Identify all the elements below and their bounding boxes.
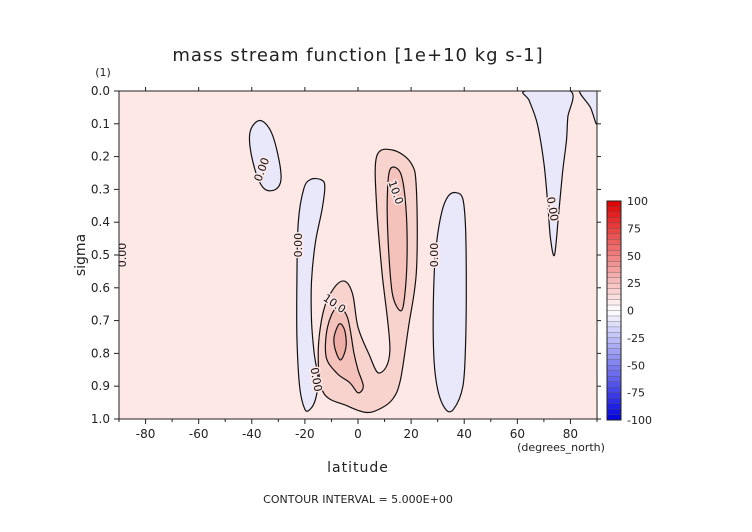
contour-region-neg-cell-70n — [522, 91, 574, 257]
x-tick-label: 40 — [457, 427, 472, 441]
colorbar-tick-label: -50 — [627, 359, 645, 372]
colorbar-segment — [606, 414, 622, 421]
colorbar-segment — [606, 408, 622, 415]
y-tick-label: 0.5 — [91, 248, 110, 262]
colorbar-segment — [606, 370, 622, 377]
colorbar-segment — [606, 277, 622, 284]
colorbar-segment — [606, 397, 622, 405]
colorbar-segment — [606, 271, 622, 279]
contour-region-neg-cell-nh40s-upper — [248, 119, 282, 192]
y-tick-label: 1.0 — [91, 412, 110, 426]
colorbar-segment — [606, 282, 622, 290]
x-tick-label: 60 — [510, 427, 525, 441]
x-tick-label: -60 — [189, 427, 209, 441]
contour-region-neg-cell-40n — [432, 191, 467, 413]
x-axis-label: latitude — [327, 460, 389, 476]
axes: -80 -60 -40 -20 0 20 40 60 80 0.0 0.1 0.2 0.3 0.4 0.5 0… — [91, 84, 601, 441]
colorbar-segment — [606, 315, 622, 322]
y-tick-label: 0.0 — [91, 84, 110, 98]
x-tick-label: 20 — [403, 427, 418, 441]
y-tick-label: 0.1 — [91, 117, 110, 131]
colorbar-segment — [606, 321, 622, 328]
x-tick-label: -80 — [136, 427, 156, 441]
colorbar-segment — [606, 211, 622, 218]
colorbar-tick-label: 0 — [627, 305, 634, 318]
colorbar-segment — [606, 310, 622, 317]
colorbar-segment — [606, 403, 622, 410]
colorbar-segment — [606, 337, 622, 344]
colorbar-tick-label: -75 — [627, 387, 645, 400]
colorbar-segment — [606, 233, 622, 240]
colorbar-segment — [606, 239, 622, 246]
colorbar-segment — [606, 222, 622, 229]
y-axis-units: (1) — [95, 66, 111, 79]
colorbar-segment — [606, 299, 622, 306]
contour-region-pos-cell-upper-10 — [386, 166, 408, 312]
contour-region-neg-cell-20s — [296, 177, 326, 412]
contour-region-neg-cell-90n-edge — [579, 91, 597, 125]
colorbar-segment — [606, 244, 622, 251]
colorbar-frame — [606, 200, 622, 421]
colorbar: 100 75 50 25 0 -25 -50 -75 -100 — [606, 195, 652, 427]
y-tick-label: 0.3 — [91, 182, 110, 196]
x-tick-label: 0 — [354, 427, 362, 441]
colorbar-tick-label: 25 — [627, 277, 641, 290]
colorbar-segment — [606, 293, 622, 301]
contour-label: 0.00 — [292, 233, 305, 258]
contour-label: 0.00 — [116, 243, 129, 268]
x-tick-label: 80 — [563, 427, 578, 441]
y-tick-label: 0.6 — [91, 281, 110, 295]
contour-label: 0.00 — [544, 196, 561, 222]
y-tick-label: 0.7 — [91, 314, 110, 328]
colorbar-segment — [606, 332, 622, 339]
y-axis-label: sigma — [73, 234, 89, 276]
colorbar-segment — [606, 365, 622, 372]
colorbar-segment — [606, 343, 622, 350]
y-tick-label: 0.9 — [91, 379, 110, 393]
y-tick-label: 0.4 — [91, 215, 110, 229]
colorbar-segment — [606, 217, 622, 224]
colorbar-segment — [606, 392, 622, 399]
x-tick-label: -40 — [242, 427, 262, 441]
colorbar-tick-label: 100 — [627, 195, 648, 208]
contour-label: 0.00 — [428, 243, 441, 268]
contour-label: 0.00 — [307, 366, 324, 392]
colorbar-tick-label: 75 — [627, 222, 641, 235]
colorbar-segment — [606, 206, 622, 213]
contour-region-pos-cell-lower-15 — [333, 323, 347, 361]
colorbar-segment — [606, 200, 622, 207]
y-tick-label: 0.2 — [91, 150, 110, 164]
colorbar-segment — [606, 288, 622, 295]
colorbar-segment — [606, 261, 622, 268]
colorbar-segment — [606, 354, 622, 361]
colorbar-segment — [606, 250, 622, 257]
chart-title: mass stream function [1e+10 kg s-1] — [172, 45, 543, 66]
colorbar-segment — [606, 228, 622, 235]
colorbar-segment — [606, 255, 622, 262]
colorbar-segment — [606, 348, 622, 355]
x-axis-units: (degrees_north) — [517, 441, 605, 454]
x-tick-label: -20 — [295, 427, 315, 441]
colorbar-segment — [606, 381, 622, 388]
colorbar-segment — [606, 304, 622, 311]
colorbar-tick-label: 50 — [627, 250, 641, 263]
y-tick-label: 0.8 — [91, 346, 110, 360]
colorbar-segment — [606, 386, 622, 394]
colorbar-tick-label: -100 — [627, 414, 652, 427]
colorbar-segment — [606, 266, 622, 273]
contour-interval-note: CONTOUR INTERVAL = 5.000E+00 — [263, 493, 453, 506]
colorbar-tick-label: -25 — [627, 332, 645, 345]
colorbar-segment — [606, 326, 622, 333]
colorbar-segment — [606, 376, 622, 383]
colorbar-segment — [606, 359, 622, 366]
